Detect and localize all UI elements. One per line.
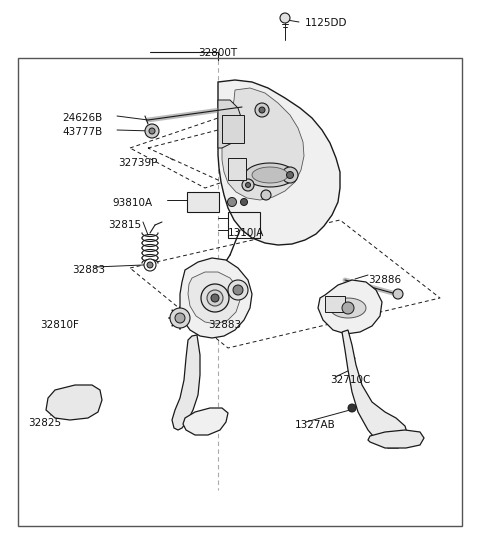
- Circle shape: [240, 199, 248, 205]
- Text: 43777B: 43777B: [62, 127, 102, 137]
- Bar: [325, 296, 345, 312]
- Circle shape: [147, 262, 153, 268]
- Bar: [228, 158, 246, 180]
- Text: 1327AB: 1327AB: [295, 420, 336, 430]
- Text: 32886: 32886: [368, 275, 401, 285]
- Polygon shape: [218, 80, 340, 245]
- Polygon shape: [46, 385, 102, 420]
- Circle shape: [342, 302, 354, 314]
- Bar: [18, 58, 462, 526]
- Circle shape: [144, 259, 156, 271]
- Circle shape: [145, 124, 159, 138]
- Polygon shape: [252, 167, 288, 183]
- Text: 32810F: 32810F: [40, 320, 79, 330]
- Polygon shape: [222, 88, 304, 200]
- Circle shape: [287, 171, 293, 179]
- Circle shape: [201, 284, 229, 312]
- Polygon shape: [318, 280, 382, 334]
- Text: 32710C: 32710C: [330, 375, 371, 385]
- Circle shape: [228, 280, 248, 300]
- FancyBboxPatch shape: [187, 192, 219, 212]
- Text: 32825: 32825: [28, 418, 61, 428]
- Text: 32739P: 32739P: [118, 158, 157, 168]
- Circle shape: [282, 167, 298, 183]
- Circle shape: [207, 290, 223, 306]
- Polygon shape: [245, 163, 295, 187]
- Text: 93810A: 93810A: [112, 198, 152, 208]
- Text: 32815: 32815: [108, 220, 141, 230]
- Circle shape: [233, 285, 243, 295]
- Polygon shape: [172, 335, 200, 430]
- Circle shape: [175, 313, 185, 323]
- Polygon shape: [180, 258, 252, 338]
- Circle shape: [393, 289, 403, 299]
- Circle shape: [245, 182, 251, 187]
- Circle shape: [228, 198, 237, 206]
- Bar: [228, 212, 260, 238]
- Circle shape: [259, 107, 265, 113]
- Circle shape: [149, 128, 155, 134]
- Polygon shape: [188, 272, 240, 324]
- Text: 1125DD: 1125DD: [305, 18, 348, 28]
- Polygon shape: [183, 408, 228, 435]
- Circle shape: [242, 179, 254, 191]
- Circle shape: [280, 13, 290, 23]
- Text: 32883: 32883: [72, 265, 105, 275]
- Circle shape: [211, 294, 219, 302]
- Circle shape: [170, 308, 190, 328]
- Text: 1310JA: 1310JA: [228, 228, 264, 238]
- Text: 32800T: 32800T: [198, 48, 238, 58]
- Text: 24626B: 24626B: [62, 113, 102, 123]
- Polygon shape: [218, 100, 242, 148]
- Polygon shape: [368, 430, 424, 448]
- Polygon shape: [330, 298, 366, 318]
- Polygon shape: [342, 330, 408, 448]
- Circle shape: [348, 404, 356, 412]
- Circle shape: [255, 103, 269, 117]
- Text: 32883: 32883: [208, 320, 241, 330]
- Bar: [222, 115, 244, 143]
- Circle shape: [261, 190, 271, 200]
